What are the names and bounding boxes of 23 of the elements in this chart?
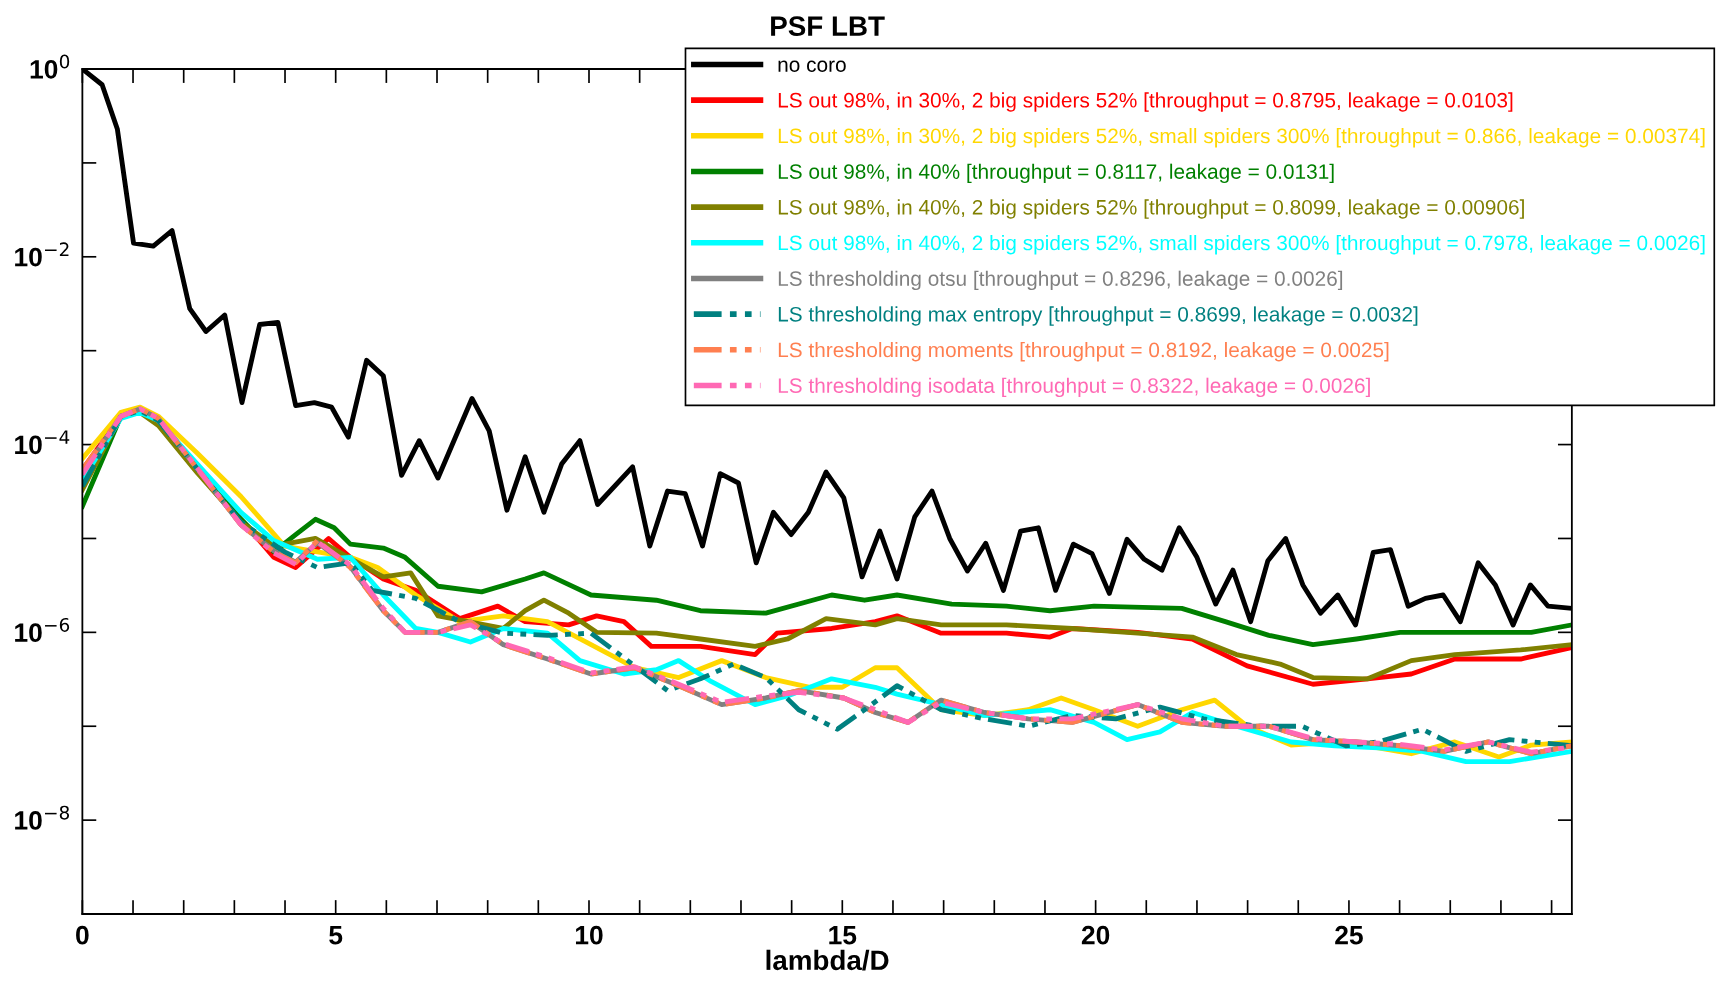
x-tick-label: 15 (829, 926, 857, 945)
legend-label: LS thresholding moments [throughput = 0.8192, leakage = 0.0025] (778, 342, 1389, 362)
legend-label: LS out 98%, in 30%, 2 big spiders 52%, small spiders 300% [throughput = 0.866, leakage = 0.00374] (778, 127, 1705, 148)
legend-label: LS out 98%, in 40%, 2 big spiders 52%, small spiders 300% [throughput = 0.7978, leakage = 0.0026] (778, 235, 1705, 255)
y-tick-label: 10$^{−2}$ (15, 242, 69, 267)
legend-label: LS thresholding otsu [throughput = 0.8296, leakage = 0.0026] (778, 270, 1343, 291)
x-tick-label: 10 (575, 925, 603, 945)
y-tick-label: 10$^{0}$ (30, 54, 70, 79)
x-axis-title: lambda/D (766, 949, 889, 971)
x-tick-label: 20 (1081, 925, 1110, 945)
legend-label: LS out 98%, in 40% [throughput = 0.8117, leakage = 0.0131] (778, 163, 1334, 184)
x-tick-label: 5 (329, 926, 343, 945)
legend-label: LS out 98%, in 30%, 2 big spiders 52% [throughput = 0.8795, leakage = 0.0103] (778, 92, 1513, 112)
legend-label: LS thresholding max entropy [throughput = 0.8699, leakage = 0.0032] (778, 306, 1418, 326)
chart-title: PSF LBT (771, 16, 885, 36)
y-tick-label: 10$^{−4}$ (15, 430, 70, 455)
legend-label: LS out 98%, in 40%, 2 big spiders 52% [throughput = 0.8099, leakage = 0.00906] (778, 199, 1524, 219)
y-tick-label: 10$^{−6}$ (15, 617, 70, 642)
y-tick-label: 10$^{−8}$ (15, 805, 70, 830)
x-tick-label: 25 (1335, 925, 1363, 945)
legend-label: no coro (778, 60, 846, 72)
legend-label: LS thresholding isodata [throughput = 0.8322, leakage = 0.0026] (778, 377, 1370, 398)
x-tick-label: 0 (76, 925, 89, 945)
